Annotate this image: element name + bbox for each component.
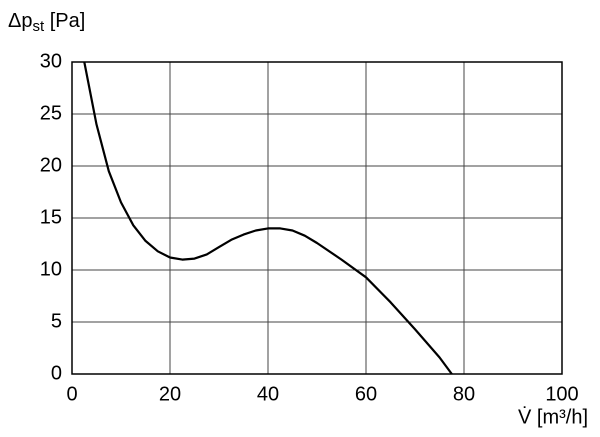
y-tick-label: 15 xyxy=(40,206,62,228)
x-tick-label: 40 xyxy=(257,383,279,405)
y-tick-label: 30 xyxy=(40,50,62,72)
y-tick-label: 10 xyxy=(40,258,62,280)
x-tick-label: 60 xyxy=(355,383,377,405)
plot-frame xyxy=(71,61,563,375)
y-label-subscript: st xyxy=(32,18,45,35)
y-label-symbol: Δp xyxy=(8,10,32,32)
x-tick-label: 80 xyxy=(453,383,475,405)
x-tick-label: 20 xyxy=(159,383,181,405)
y-tick-label: 0 xyxy=(51,362,62,384)
y-tick-label: 25 xyxy=(40,102,62,124)
y-tick-label: 5 xyxy=(51,310,62,332)
y-axis-label: Δpst [Pa] xyxy=(8,10,85,35)
curve xyxy=(83,61,453,375)
x-axis-label: V̇ [m³/h] xyxy=(518,406,588,428)
x-tick-label: 100 xyxy=(545,383,578,405)
y-label-unit: [Pa] xyxy=(44,10,85,32)
x-tick-label: 0 xyxy=(66,383,77,405)
y-tick-label: 20 xyxy=(40,154,62,176)
